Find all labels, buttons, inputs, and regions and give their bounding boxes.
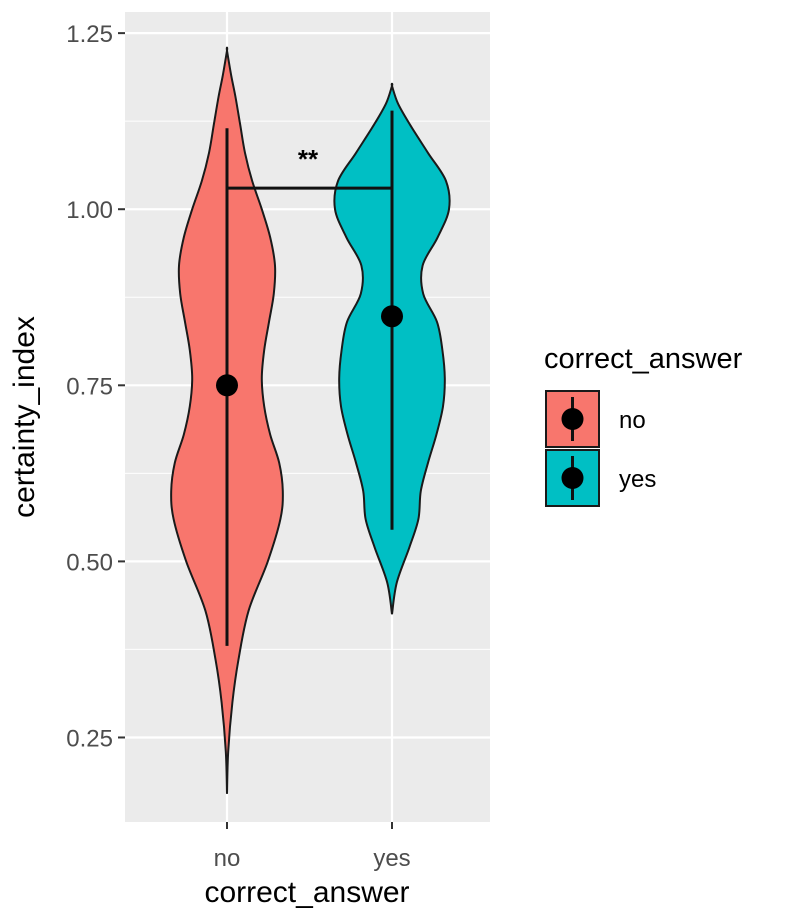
significance-label: **	[298, 144, 319, 174]
mean-point-yes	[381, 305, 403, 328]
legend-key-point	[561, 408, 584, 430]
x-axis: no yes	[214, 822, 411, 872]
legend-label-yes: yes	[619, 466, 656, 493]
y-tick-label: 0.50	[66, 549, 113, 576]
significance-annotation: **	[227, 144, 392, 190]
legend-key-point	[561, 467, 584, 489]
y-tick-label: 0.75	[66, 373, 113, 400]
y-tick-label: 1.25	[66, 21, 113, 48]
y-axis: 0.25 0.50 0.75 1.00 1.25	[66, 21, 125, 752]
mean-point-no	[216, 374, 238, 397]
y-tick-label: 0.25	[66, 725, 113, 752]
y-tick-label: 1.00	[66, 197, 113, 224]
legend-title: correct_answer	[544, 343, 743, 375]
x-tick-label: no	[214, 845, 241, 872]
violins	[170, 46, 451, 794]
legend-label-no: no	[619, 407, 646, 434]
legend: correct_answer no yes	[544, 343, 743, 507]
x-axis-title: correct_answer	[204, 876, 409, 909]
x-tick-label: yes	[373, 845, 410, 872]
y-axis-title: certainty_index	[8, 316, 41, 518]
